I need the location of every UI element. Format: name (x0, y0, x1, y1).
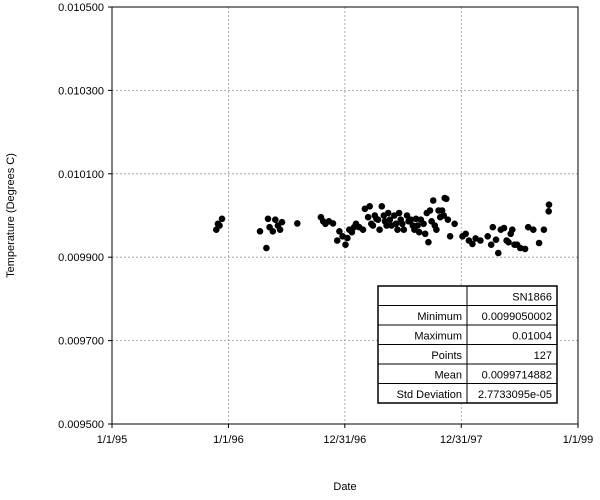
y-tick-label: 0.009700 (58, 336, 104, 348)
data-point (524, 223, 532, 231)
data-point (487, 241, 495, 248)
stats-rows: Minimum 0.0099050002 Maximum 0.01004 Points 1… (397, 311, 552, 401)
data-point (425, 238, 432, 246)
data-point (256, 228, 264, 235)
data-point (492, 236, 500, 243)
data-point (426, 207, 434, 214)
x-tick-label: 12/31/97 (440, 434, 483, 446)
y-tick-label: 0.010500 (58, 2, 104, 14)
data-point (336, 228, 343, 235)
data-point (509, 226, 516, 233)
data-point (545, 201, 553, 208)
data-point (383, 222, 390, 229)
data-point (446, 233, 454, 240)
stats-row-label: Minimum (417, 311, 462, 323)
data-point (438, 207, 446, 214)
data-point (272, 216, 279, 223)
data-point (414, 222, 421, 229)
data-point (378, 203, 386, 210)
data-point (218, 215, 226, 223)
data-point (415, 228, 423, 236)
data-point (392, 220, 400, 228)
data-point (433, 226, 440, 233)
y-axis-label: Temperature (Degrees C) (5, 153, 17, 278)
data-point (462, 230, 470, 238)
data-point (294, 220, 301, 227)
data-point (484, 233, 492, 240)
data-point (376, 226, 383, 233)
data-point (263, 244, 270, 252)
data-point (359, 226, 367, 233)
data-point (400, 226, 408, 233)
stats-row-label: Maximum (414, 331, 462, 343)
data-point (469, 240, 476, 248)
y-tick-label: 0.010100 (58, 169, 104, 181)
data-point (394, 226, 401, 233)
data-point (366, 203, 374, 210)
data-point (535, 239, 543, 247)
data-point (395, 209, 403, 217)
stats-row-label: Points (431, 350, 462, 362)
data-point (429, 197, 437, 204)
data-point (216, 222, 223, 229)
data-point (505, 238, 512, 246)
data-point (329, 220, 337, 227)
statistics-table: SN1866 Minimum 0.0099050002 Maximum 0.01004… (377, 285, 558, 404)
data-point (276, 226, 284, 233)
data-points (213, 194, 553, 257)
stats-row-label: Std Deviation (397, 389, 462, 401)
data-point (344, 234, 351, 242)
x-tick-label: 1/1/99 (563, 434, 594, 446)
data-point (451, 220, 458, 228)
x-axis-ticks: 1/1/95 1/1/96 12/31/96 12/31/97 1/1/99 (97, 424, 594, 446)
data-point (278, 218, 286, 226)
data-point (407, 216, 415, 223)
stats-header-label: SN1866 (512, 292, 552, 304)
data-point (342, 241, 349, 248)
data-point (530, 226, 537, 233)
data-point (384, 209, 392, 217)
data-point (489, 223, 497, 231)
data-point (477, 237, 484, 244)
x-tick-label: 12/31/96 (323, 434, 366, 446)
data-point (495, 249, 502, 257)
data-point (521, 245, 529, 253)
y-axis-ticks: 0.009500 0.009700 0.009900 0.010100 0.010300… (58, 2, 112, 431)
data-point (399, 220, 406, 228)
data-point (403, 212, 411, 219)
data-point (364, 213, 372, 221)
data-point (545, 208, 552, 215)
stats-row-value: 0.01004 (512, 331, 552, 343)
y-tick-label: 0.009500 (58, 419, 104, 431)
stats-row-value: 2.7733095e-05 (478, 389, 552, 401)
stats-row-value: 127 (534, 350, 552, 362)
data-point (440, 212, 448, 219)
data-point (333, 237, 341, 244)
stats-row-label: Mean (434, 370, 462, 382)
data-point (269, 228, 277, 235)
data-point (444, 216, 452, 223)
data-point (386, 216, 394, 223)
stats-row-value: 0.0099050002 (482, 311, 552, 323)
data-point (540, 226, 548, 233)
data-point (421, 230, 429, 238)
data-point (369, 222, 377, 229)
stats-row-value: 0.0099714882 (482, 370, 552, 382)
data-point (500, 224, 508, 232)
data-point (374, 216, 382, 223)
data-point (443, 195, 450, 203)
y-tick-label: 0.010300 (58, 85, 104, 97)
data-point (348, 228, 356, 236)
data-point (264, 215, 272, 223)
y-tick-label: 0.009900 (58, 252, 104, 264)
x-tick-label: 1/1/95 (97, 434, 128, 446)
x-tick-label: 1/1/96 (213, 434, 244, 446)
x-axis-label: Date (333, 481, 356, 493)
data-point (420, 220, 427, 228)
